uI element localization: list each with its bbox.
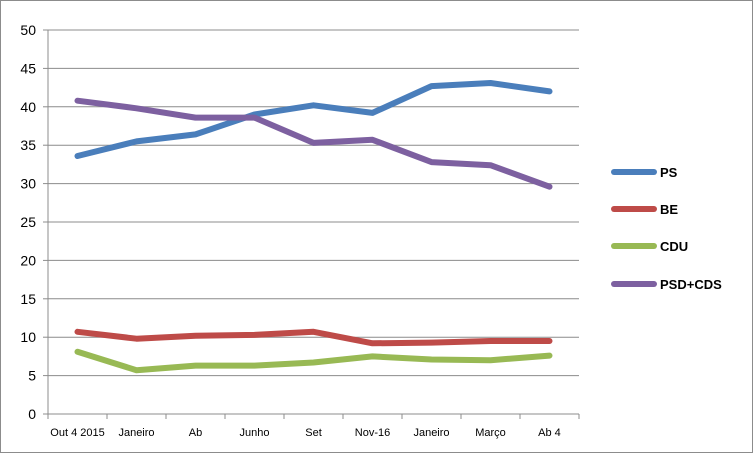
data-point-ps bbox=[488, 80, 493, 86]
data-point-be bbox=[547, 338, 552, 344]
data-point-be bbox=[75, 329, 80, 335]
y-tick-label: 15 bbox=[20, 291, 36, 307]
data-point-psd-cds bbox=[311, 140, 316, 146]
data-point-cdu bbox=[547, 353, 552, 359]
data-point-psd-cds bbox=[547, 184, 552, 190]
y-tick-label: 20 bbox=[20, 252, 36, 268]
x-tick-label: Nov-16 bbox=[355, 427, 390, 439]
data-point-be bbox=[311, 329, 316, 335]
y-tick-label: 25 bbox=[20, 214, 36, 230]
legend-label-be: BE bbox=[660, 202, 678, 217]
data-point-cdu bbox=[488, 357, 493, 363]
data-point-be bbox=[134, 336, 139, 342]
x-tick-label: Out 4 2015 bbox=[50, 427, 104, 439]
data-point-be bbox=[252, 332, 257, 338]
data-point-be bbox=[193, 333, 198, 339]
data-point-cdu bbox=[75, 349, 80, 355]
x-tick-label: Janeiro bbox=[118, 427, 154, 439]
x-tick-label: Set bbox=[305, 427, 322, 439]
legend-label-ps: PS bbox=[660, 165, 678, 180]
data-point-ps bbox=[193, 131, 198, 137]
data-point-cdu bbox=[370, 353, 375, 359]
data-point-ps bbox=[547, 88, 552, 94]
data-point-psd-cds bbox=[193, 115, 198, 121]
y-tick-label: 40 bbox=[20, 99, 36, 115]
x-tick-label: Ab 4 bbox=[538, 427, 561, 439]
data-point-cdu bbox=[193, 363, 198, 369]
data-point-ps bbox=[370, 110, 375, 116]
data-point-ps bbox=[311, 102, 316, 108]
data-point-psd-cds bbox=[370, 137, 375, 143]
data-point-psd-cds bbox=[75, 98, 80, 104]
data-point-ps bbox=[134, 138, 139, 144]
x-tick-label: Janeiro bbox=[413, 427, 449, 439]
x-tick-label: Março bbox=[475, 427, 506, 439]
y-tick-label: 0 bbox=[28, 406, 36, 422]
y-tick-label: 35 bbox=[20, 137, 36, 153]
legend-label-cdu: CDU bbox=[660, 239, 688, 254]
data-point-cdu bbox=[134, 367, 139, 373]
data-point-be bbox=[370, 340, 375, 346]
data-point-ps bbox=[75, 153, 80, 159]
y-tick-label: 30 bbox=[20, 176, 36, 192]
y-tick-label: 10 bbox=[20, 329, 36, 345]
data-point-psd-cds bbox=[429, 159, 434, 165]
y-tick-label: 5 bbox=[28, 368, 36, 384]
data-point-cdu bbox=[311, 360, 316, 366]
legend-label-psd-cds: PSD+CDS bbox=[660, 277, 722, 292]
data-point-ps bbox=[429, 83, 434, 89]
data-point-psd-cds bbox=[488, 162, 493, 168]
data-point-be bbox=[488, 338, 493, 344]
y-tick-label: 50 bbox=[20, 22, 36, 38]
data-point-be bbox=[429, 340, 434, 346]
data-point-cdu bbox=[429, 356, 434, 362]
x-tick-label: Junho bbox=[240, 427, 270, 439]
data-point-psd-cds bbox=[252, 115, 257, 121]
x-tick-label: Ab bbox=[189, 427, 202, 439]
data-point-cdu bbox=[252, 363, 257, 369]
y-tick-label: 45 bbox=[20, 60, 36, 76]
data-point-psd-cds bbox=[134, 105, 139, 111]
